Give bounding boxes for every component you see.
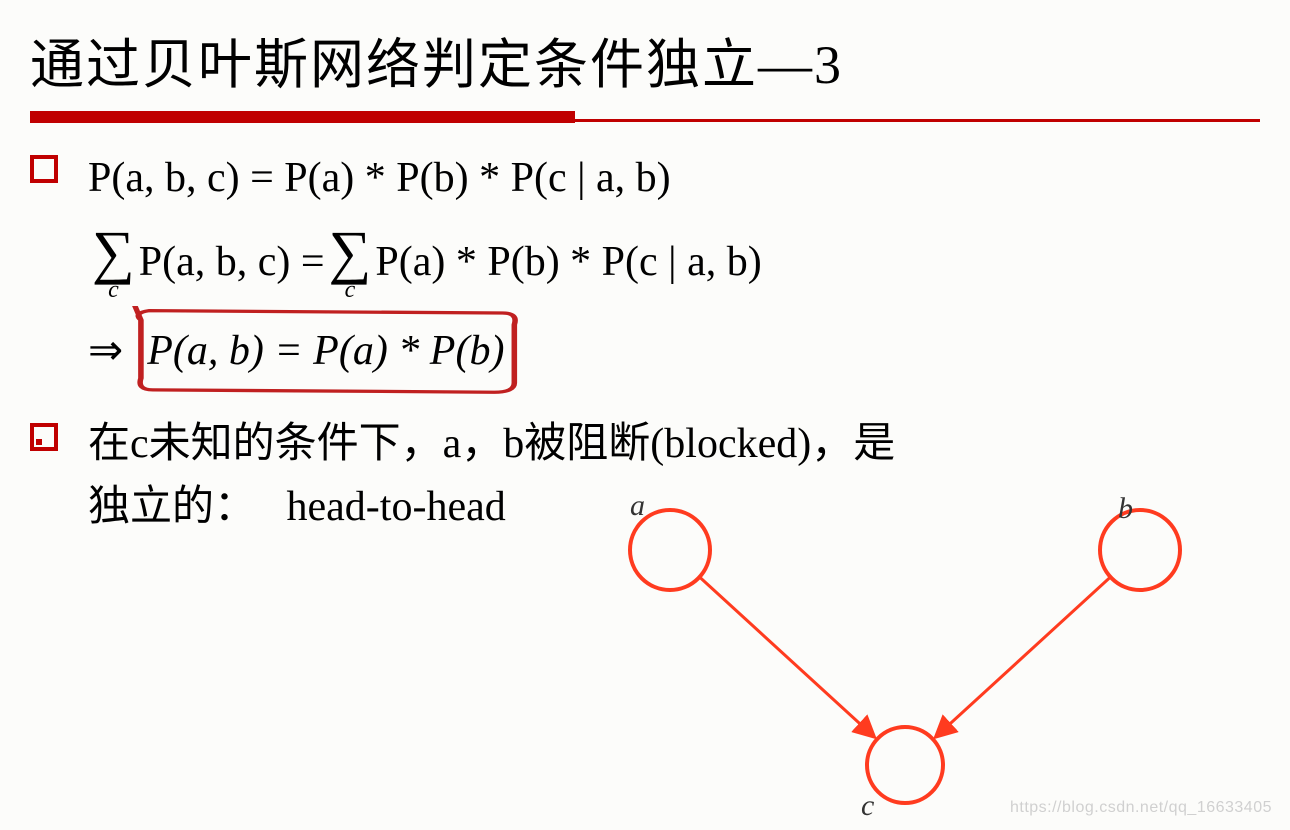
- page-title: 通过贝叶斯网络判定条件独立—3: [30, 20, 1260, 99]
- formula-block: P(a, b, c) = P(a) * P(b) * P(c | a, b) ∑…: [88, 145, 762, 389]
- slide-container: 通过贝叶斯网络判定条件独立—3 P(a, b, c) = P(a) * P(b)…: [0, 0, 1290, 559]
- graph-node-b: [1100, 510, 1180, 590]
- graph-node-a: [630, 510, 710, 590]
- bullet-block-1: P(a, b, c) = P(a) * P(b) * P(c | a, b) ∑…: [30, 145, 1260, 389]
- bullet-icon-2: [30, 423, 58, 451]
- graph-label-b: b: [1118, 495, 1133, 525]
- implies-symbol: ⇒: [88, 318, 123, 385]
- formula-line-2: ∑ c P(a, b, c) = ∑ c P(a) * P(b) * P(c |…: [88, 222, 762, 302]
- graph-svg: a b c: [610, 495, 1230, 825]
- sigma-symbol: ∑: [92, 222, 135, 282]
- formula-line-1: P(a, b, c) = P(a) * P(b) * P(c | a, b): [88, 145, 762, 212]
- sum-left-text: P(a, b, c) =: [139, 229, 325, 296]
- graph-edge: [700, 577, 875, 737]
- sigma-right: ∑ c: [329, 222, 372, 302]
- text-line-2-term: head-to-head: [287, 484, 506, 530]
- watermark: https://blog.csdn.net/qq_16633405: [1010, 799, 1272, 817]
- bayes-graph: a b c: [610, 495, 1230, 825]
- formula-line-3: ⇒ P(a, b) = P(a) * P(b): [88, 314, 762, 389]
- sigma-left: ∑ c: [92, 222, 135, 302]
- sigma-symbol-2: ∑: [329, 222, 372, 282]
- boxed-formula: P(a, b) = P(a) * P(b): [135, 314, 516, 389]
- text-line-2-prefix: 独立的：: [88, 484, 256, 530]
- underline-thin: [30, 119, 1260, 122]
- bullet-icon: [30, 155, 58, 183]
- graph-node-c: [867, 727, 943, 803]
- sigma-sub: c: [108, 278, 119, 302]
- graph-label-c: c: [861, 789, 874, 822]
- graph-edge: [936, 577, 1111, 737]
- graph-label-a: a: [630, 495, 645, 522]
- title-underline: [30, 111, 1260, 125]
- text-line-1: 在c未知的条件下，a，b被阻断(blocked)，是: [88, 413, 895, 476]
- boxed-formula-text: P(a, b) = P(a) * P(b): [147, 328, 504, 374]
- sigma-sub-2: c: [345, 278, 356, 302]
- sum-right-text: P(a) * P(b) * P(c | a, b): [375, 229, 761, 296]
